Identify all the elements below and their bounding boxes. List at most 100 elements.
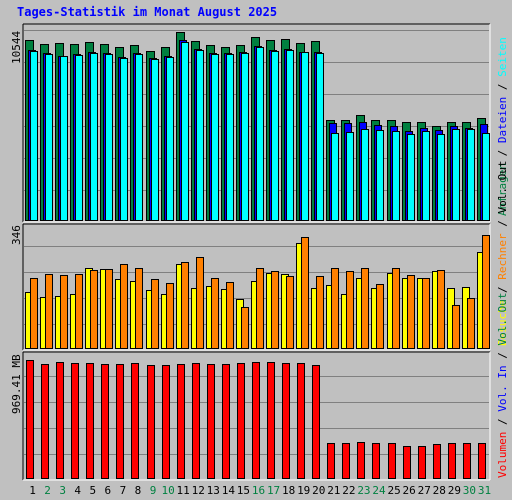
bar-volumen-day-31 <box>478 443 486 479</box>
bar-rechner-day-29 <box>452 305 460 349</box>
bar-volumen-day-22 <box>342 443 350 479</box>
bar-seiten-day-31 <box>482 133 490 221</box>
day-label-28: 28 <box>433 484 446 497</box>
day-label-10: 10 <box>161 484 174 497</box>
legend-middle-segment-3: / <box>496 213 509 234</box>
day-label-9: 9 <box>150 484 157 497</box>
bar-volumen-day-3 <box>56 362 64 479</box>
day-label-17: 17 <box>267 484 280 497</box>
bar-seiten-day-19 <box>301 52 309 221</box>
day-label-1: 1 <box>29 484 36 497</box>
day-label-21: 21 <box>327 484 340 497</box>
day-label-29: 29 <box>448 484 461 497</box>
bar-volumen-day-16 <box>252 362 260 479</box>
bar-volumen-day-21 <box>327 443 335 479</box>
bar-volumen-day-28 <box>433 444 441 479</box>
bar-rechner-day-6 <box>105 269 113 349</box>
bar-seiten-day-26 <box>407 134 415 221</box>
bar-seiten-day-21 <box>331 133 339 221</box>
bar-rechner-day-9 <box>151 279 159 349</box>
bar-volumen-day-6 <box>101 364 109 479</box>
bar-seiten-day-29 <box>452 129 460 221</box>
legend-top-segment-2: Dateien <box>496 96 509 144</box>
bar-seiten-day-23 <box>361 129 369 221</box>
day-label-25: 25 <box>387 484 400 497</box>
bar-rechner-day-1 <box>30 278 38 349</box>
bar-rechner-day-25 <box>392 268 400 349</box>
bar-rechner-day-27 <box>422 278 430 349</box>
top-panel-max-label: 10544 <box>10 30 23 64</box>
bar-seiten-day-6 <box>105 54 113 221</box>
bottom-panel-max-label: 969.41 MB <box>10 354 23 414</box>
bar-volumen-day-14 <box>222 364 230 479</box>
day-label-7: 7 <box>120 484 127 497</box>
bar-seiten-day-13 <box>211 54 219 221</box>
bar-rechner-day-11 <box>181 262 189 349</box>
bar-seiten-day-11 <box>181 42 189 221</box>
bar-seiten-day-22 <box>346 132 354 221</box>
bar-volumen-day-24 <box>372 443 380 479</box>
bar-rechner-day-13 <box>211 278 219 349</box>
bar-rechner-day-30 <box>467 298 475 349</box>
bar-rechner-day-5 <box>90 270 98 349</box>
day-label-16: 16 <box>252 484 265 497</box>
bar-volumen-day-1 <box>26 360 34 479</box>
day-label-23: 23 <box>357 484 370 497</box>
bar-seiten-day-7 <box>120 58 128 221</box>
bar-volumen-day-20 <box>312 365 320 479</box>
day-label-15: 15 <box>237 484 250 497</box>
bar-rechner-day-19 <box>301 237 309 349</box>
bar-seiten-day-18 <box>286 50 294 221</box>
day-label-12: 12 <box>192 484 205 497</box>
bar-volumen-day-15 <box>237 363 245 479</box>
day-label-30: 30 <box>463 484 476 497</box>
bar-volumen-day-10 <box>162 365 170 479</box>
bar-rechner-day-24 <box>376 284 384 349</box>
bar-rechner-day-7 <box>120 264 128 349</box>
bar-volumen-day-11 <box>177 364 185 479</box>
legend-middle-segment-4: Vol. Out <box>496 160 509 214</box>
bar-rechner-day-17 <box>271 271 279 349</box>
legend-bottom-segment-3: / <box>496 345 509 366</box>
day-label-14: 14 <box>222 484 236 497</box>
day-label-18: 18 <box>282 484 295 497</box>
day-label-26: 26 <box>403 484 416 497</box>
bar-seiten-day-20 <box>316 53 324 221</box>
bottom-panel-legend: Volumen / Vol. In / Vol. Out <box>496 293 509 478</box>
legend-bottom-segment-4: Vol. Out <box>496 292 509 346</box>
day-label-24: 24 <box>372 484 386 497</box>
bar-rechner-day-12 <box>196 257 204 349</box>
bar-volumen-day-7 <box>116 364 124 479</box>
bar-seiten-day-25 <box>392 131 400 221</box>
bar-seiten-day-12 <box>196 50 204 221</box>
chart-title: Tages-Statistik im Monat August 2025 <box>17 5 278 19</box>
bar-seiten-day-2 <box>45 54 53 221</box>
bar-seiten-day-28 <box>437 134 445 221</box>
bar-seiten-day-8 <box>135 54 143 221</box>
bar-volumen-day-19 <box>297 363 305 479</box>
bar-seiten-day-4 <box>75 55 83 221</box>
bar-volumen-day-13 <box>207 364 215 479</box>
legend-top-segment-3: / <box>496 76 509 97</box>
bar-rechner-day-18 <box>286 276 294 349</box>
day-label-4: 4 <box>74 484 81 497</box>
day-label-19: 19 <box>297 484 310 497</box>
bar-volumen-day-9 <box>147 365 155 479</box>
bar-rechner-day-10 <box>166 283 174 349</box>
bar-rechner-day-21 <box>331 268 339 349</box>
bar-seiten-day-3 <box>60 56 68 221</box>
day-label-11: 11 <box>177 484 190 497</box>
bar-volumen-day-8 <box>131 363 139 479</box>
bar-seiten-day-16 <box>256 47 264 221</box>
bar-rechner-day-3 <box>60 275 68 349</box>
bar-seiten-day-9 <box>151 59 159 221</box>
day-label-22: 22 <box>342 484 355 497</box>
legend-bottom-segment-1: / <box>496 411 509 432</box>
bar-seiten-day-1 <box>30 51 38 221</box>
bar-seiten-day-30 <box>467 129 475 221</box>
bar-seiten-day-27 <box>422 131 430 221</box>
middle-panel-max-label: 346 <box>10 225 23 245</box>
bar-volumen-day-27 <box>418 446 426 479</box>
